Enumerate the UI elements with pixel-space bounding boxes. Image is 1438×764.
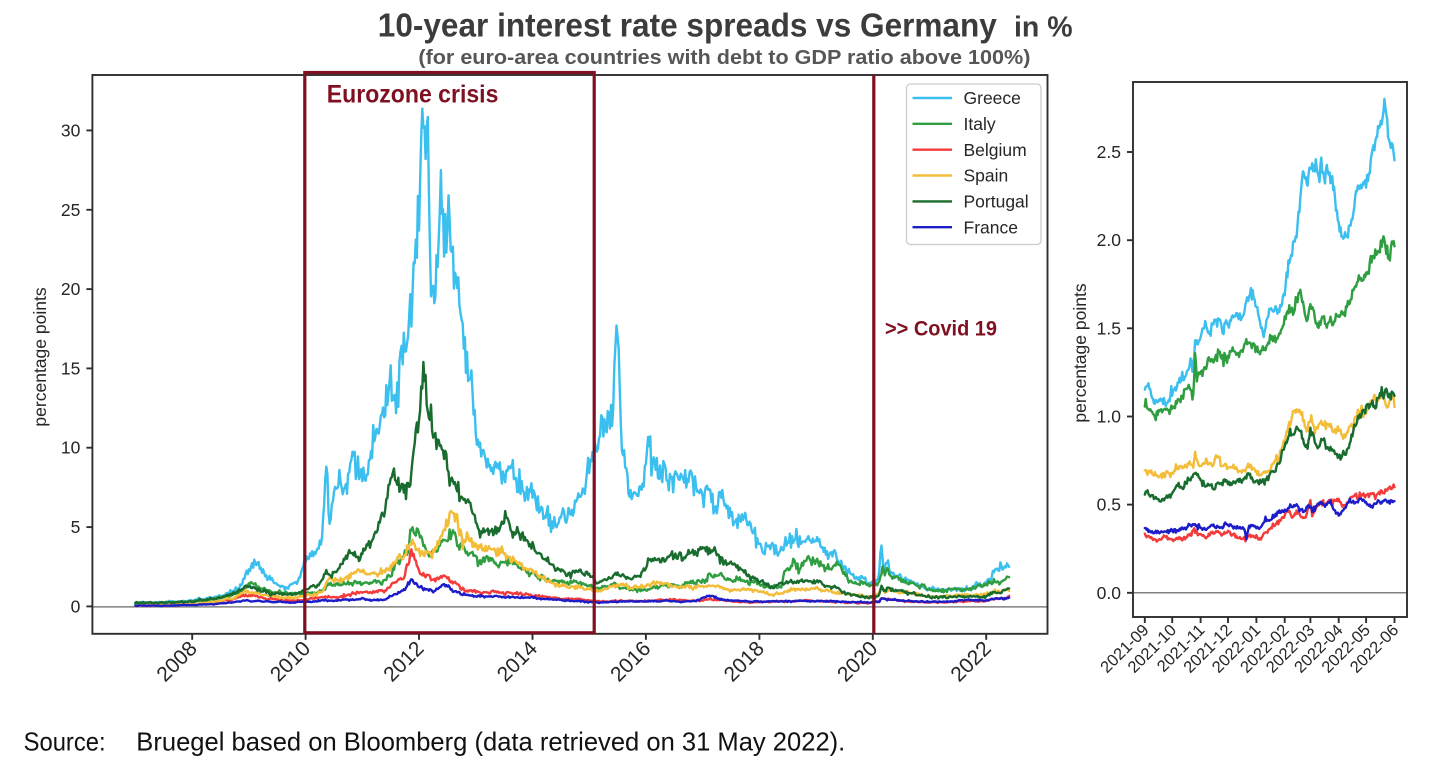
svg-text:Source:: Source: xyxy=(24,727,106,757)
svg-text:15: 15 xyxy=(61,358,80,378)
svg-text:Eurozone crisis: Eurozone crisis xyxy=(327,81,499,109)
svg-text:France: France xyxy=(964,217,1018,237)
svg-text:>> Covid 19: >> Covid 19 xyxy=(885,318,997,341)
svg-text:percentage points: percentage points xyxy=(1070,283,1090,422)
svg-text:20: 20 xyxy=(61,279,81,299)
svg-text:1.5: 1.5 xyxy=(1097,318,1121,338)
svg-text:5: 5 xyxy=(71,517,81,537)
svg-text:in %: in % xyxy=(1014,12,1073,44)
svg-text:percentage points: percentage points xyxy=(30,287,50,426)
svg-text:25: 25 xyxy=(61,200,80,220)
svg-text:0.0: 0.0 xyxy=(1097,583,1122,603)
svg-text:2.5: 2.5 xyxy=(1097,142,1121,162)
svg-text:(for euro-area countries with: (for euro-area countries with debt to GD… xyxy=(418,46,1030,69)
svg-text:2.0: 2.0 xyxy=(1097,230,1122,250)
svg-text:Greece: Greece xyxy=(964,88,1021,108)
svg-text:Italy: Italy xyxy=(964,114,996,134)
svg-text:Spain: Spain xyxy=(964,166,1009,186)
svg-text:Belgium: Belgium xyxy=(964,140,1027,160)
svg-text:Portugal: Portugal xyxy=(964,192,1029,212)
svg-text:0.5: 0.5 xyxy=(1097,495,1121,515)
svg-text:0: 0 xyxy=(71,596,81,616)
svg-text:10-year interest rate spreads: 10-year interest rate spreads vs Germany xyxy=(378,7,998,44)
svg-text:30: 30 xyxy=(61,120,81,140)
svg-text:10: 10 xyxy=(61,438,81,458)
svg-text:Bruegel based on Bloomberg (da: Bruegel based on Bloomberg (data retriev… xyxy=(136,727,845,757)
svg-text:1.0: 1.0 xyxy=(1097,407,1122,427)
